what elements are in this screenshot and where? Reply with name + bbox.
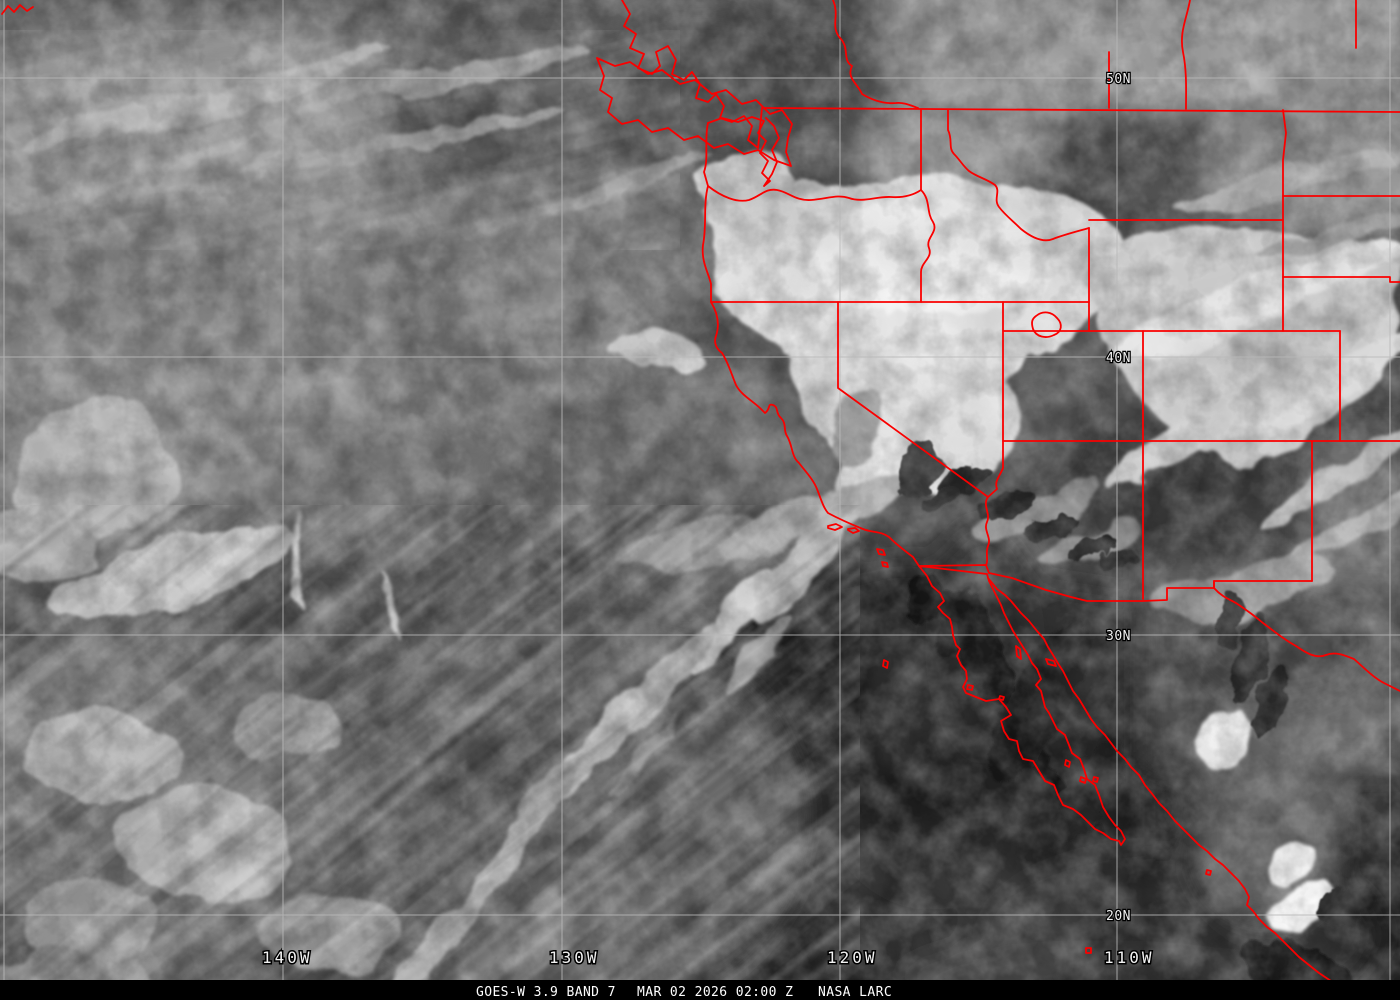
border-us-canada-49n xyxy=(763,107,1400,113)
caption-product: GOES-W 3.9 BAND 7 xyxy=(476,985,616,1000)
coastline-vancouver-island xyxy=(596,57,793,167)
coastline-california xyxy=(710,301,920,567)
border-us-mexico-west xyxy=(918,564,1215,602)
lat-label-50n: 50N xyxy=(1106,72,1131,87)
border-colorado-river-arizona xyxy=(984,440,1004,566)
border-104w-montana-wyoming xyxy=(1282,109,1287,332)
lat-label-30n: 30N xyxy=(1106,629,1131,644)
caption-bar-background xyxy=(0,980,1400,1000)
coastline-puget-sound xyxy=(707,116,780,187)
outline-great-salt-lake xyxy=(1031,311,1062,338)
border-canada-vertical-b xyxy=(1181,0,1191,110)
outline-channel-islands xyxy=(827,523,889,568)
caption-bar: GOES-W 3.9 BAND 7 MAR 02 2026 02:00 Z NA… xyxy=(0,980,1400,1000)
lat-label-40n: 40N xyxy=(1106,351,1131,366)
outline-gulf-islands xyxy=(966,645,1099,784)
coastline-fragment-topleft xyxy=(1,4,34,15)
border-california-nevada xyxy=(837,301,989,498)
border-south-dakota-nebraska xyxy=(1282,276,1400,283)
lon-label-110w: 110W xyxy=(1104,948,1155,967)
coastline-baja-california xyxy=(918,565,1126,846)
border-rio-grande xyxy=(1213,580,1400,692)
lon-label-140w: 140W xyxy=(262,948,313,967)
outline-guadalupe-island xyxy=(882,659,889,669)
border-columbia-river xyxy=(707,185,922,202)
lon-label-120w: 120W xyxy=(827,948,878,967)
caption-credit: NASA LARC xyxy=(818,985,892,1000)
outline-isla-isabel xyxy=(1205,869,1212,876)
caption-datetime: MAR 02 2026 02:00 Z xyxy=(637,985,793,1000)
coastline-bc-fjords xyxy=(621,0,763,149)
latitude-labels: 50N 40N 30N 20N xyxy=(1105,71,1132,926)
lat-label-20n: 20N xyxy=(1106,909,1131,924)
lon-label-130w: 130W xyxy=(549,948,600,967)
coastline-mexico-mainland xyxy=(987,577,1359,1000)
border-oregon-idaho-snake xyxy=(920,189,936,303)
border-bc-interior xyxy=(832,0,919,109)
longitude-labels: 140W 130W 120W 110W xyxy=(261,947,1155,969)
border-idaho-montana xyxy=(947,109,1090,242)
coastline-washington-oregon xyxy=(701,122,712,303)
outline-socorro-island xyxy=(1085,947,1092,954)
